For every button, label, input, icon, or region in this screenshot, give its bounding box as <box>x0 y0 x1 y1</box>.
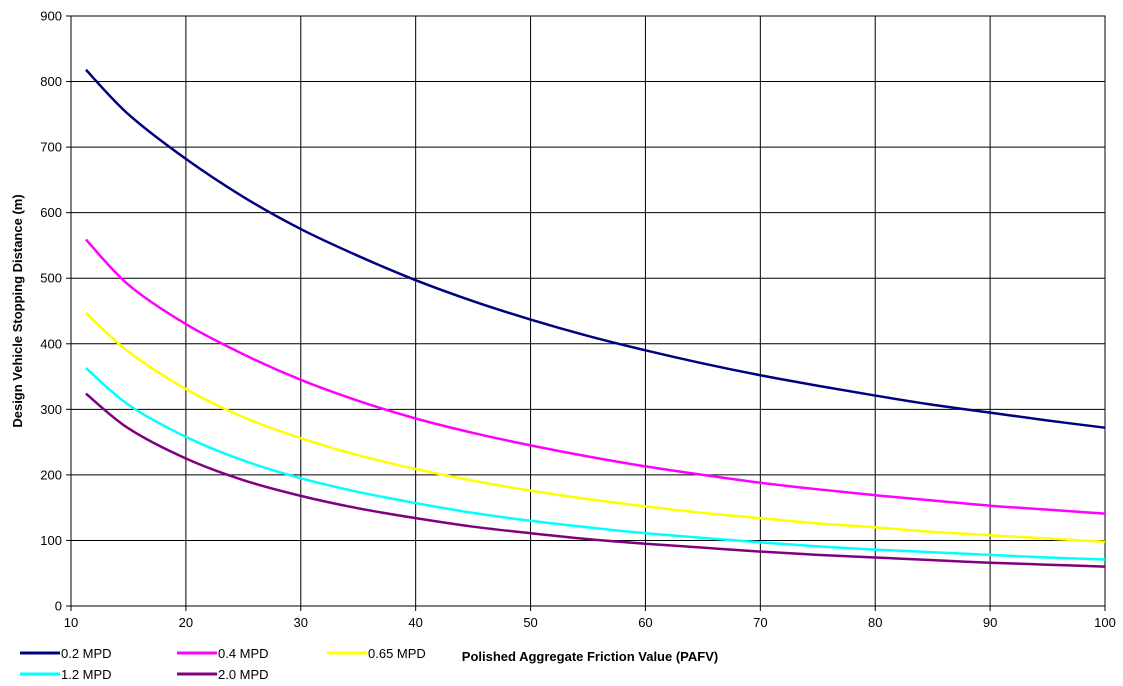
y-tick-labels: 0 100 200 300 400 500 600 700 800 900 <box>40 9 62 614</box>
y-tick-label: 400 <box>40 336 62 351</box>
x-axis-title: Polished Aggregate Friction Value (PAFV) <box>462 649 718 664</box>
x-tick-label: 20 <box>179 615 193 630</box>
y-tick-label: 300 <box>40 402 62 417</box>
x-tick-label: 10 <box>64 615 78 630</box>
series-line-0-2-mpd <box>85 68 1106 429</box>
y-tick-label: 100 <box>40 533 62 548</box>
x-tick-label: 90 <box>983 615 997 630</box>
legend-label: 2.0 MPD <box>218 667 269 682</box>
legend-item: 0.2 MPD <box>20 646 112 661</box>
legend-item: 0.65 MPD <box>327 646 426 661</box>
x-tick-label: 80 <box>868 615 882 630</box>
y-tick-label: 500 <box>40 271 62 286</box>
series-line-0-65-mpd <box>85 312 1106 544</box>
series-line-0-4-mpd <box>85 238 1106 515</box>
x-tick-label: 60 <box>638 615 652 630</box>
y-tick-label: 200 <box>40 467 62 482</box>
x-tick-label: 30 <box>294 615 308 630</box>
legend-label: 0.65 MPD <box>368 646 426 661</box>
y-axis-title: Design Vehicle Stopping Distance (m) <box>10 194 25 427</box>
plot-border <box>70 15 1106 607</box>
x-tick-label: 70 <box>753 615 767 630</box>
y-tick-label: 800 <box>40 74 62 89</box>
legend-item: 2.0 MPD <box>177 667 269 682</box>
axes <box>66 15 1106 611</box>
y-tick-label: 900 <box>40 9 62 24</box>
x-tick-label: 100 <box>1094 615 1116 630</box>
legend-item: 0.4 MPD <box>177 646 269 661</box>
legend-label: 0.4 MPD <box>218 646 269 661</box>
x-tick-label: 50 <box>523 615 537 630</box>
legend-label: 0.2 MPD <box>61 646 112 661</box>
x-tick-label: 40 <box>408 615 422 630</box>
y-tick-label: 0 <box>55 599 62 614</box>
y-tick-label: 700 <box>40 140 62 155</box>
x-tick-labels: 10 20 30 40 50 60 70 80 90 100 <box>64 615 1116 630</box>
series-line-1-2-mpd <box>85 367 1106 561</box>
series-lines <box>85 68 1106 568</box>
series-line-2-0-mpd <box>85 392 1106 568</box>
legend-label: 1.2 MPD <box>61 667 112 682</box>
y-tick-label: 600 <box>40 205 62 220</box>
plot-area <box>71 16 1105 606</box>
legend: 0.2 MPD 0.4 MPD 0.65 MPD 1.2 MPD 2.0 MPD <box>20 646 426 682</box>
legend-item: 1.2 MPD <box>20 667 112 682</box>
